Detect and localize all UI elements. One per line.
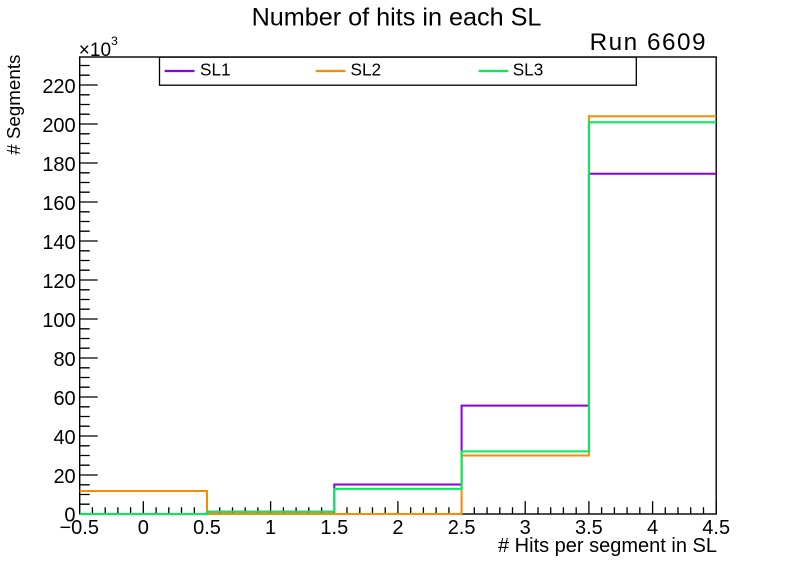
svg-text:−0.5: −0.5 <box>59 517 98 539</box>
svg-text:220: 220 <box>42 76 75 98</box>
svg-text:# Segments: # Segments <box>3 55 24 155</box>
svg-text:60: 60 <box>53 388 75 410</box>
svg-text:0: 0 <box>64 504 75 526</box>
svg-text:Number of hits in each SL: Number of hits in each SL <box>252 4 542 32</box>
svg-text:3: 3 <box>520 517 531 539</box>
svg-text:4.5: 4.5 <box>702 517 730 539</box>
svg-text:1: 1 <box>265 517 276 539</box>
svg-text:80: 80 <box>53 349 75 371</box>
svg-text:140: 140 <box>42 232 75 254</box>
svg-text:1.5: 1.5 <box>320 517 348 539</box>
svg-text:0: 0 <box>138 517 149 539</box>
svg-text:SL3: SL3 <box>513 60 544 80</box>
svg-text:# Hits per segment in SL: # Hits per segment in SL <box>498 535 717 557</box>
svg-text:0.5: 0.5 <box>193 517 221 539</box>
svg-text:2: 2 <box>392 517 403 539</box>
svg-text:40: 40 <box>53 427 75 449</box>
svg-text:160: 160 <box>42 193 75 215</box>
svg-text:SL1: SL1 <box>200 60 231 80</box>
svg-text:2.5: 2.5 <box>448 517 476 539</box>
svg-text:SL2: SL2 <box>351 60 382 80</box>
svg-text:20: 20 <box>53 466 75 488</box>
svg-text:120: 120 <box>42 271 75 293</box>
svg-text:180: 180 <box>42 154 75 176</box>
svg-text:3.5: 3.5 <box>575 517 603 539</box>
svg-text:4: 4 <box>647 517 658 539</box>
svg-text:200: 200 <box>42 115 75 137</box>
svg-text:100: 100 <box>42 310 75 332</box>
svg-text:Run 6609: Run 6609 <box>590 29 707 56</box>
